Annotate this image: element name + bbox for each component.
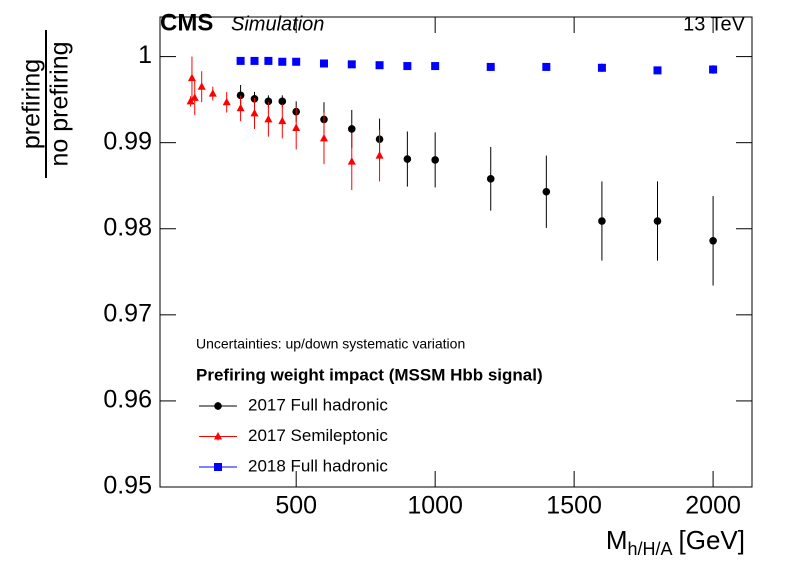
marker xyxy=(403,155,412,163)
marker xyxy=(186,96,195,105)
marker xyxy=(208,89,217,97)
marker xyxy=(375,151,384,159)
marker xyxy=(598,217,606,225)
subtitle: Simulation xyxy=(231,13,324,35)
y-tick-label: 0.98 xyxy=(103,213,152,241)
x-label: Mh/H/A [GeV] xyxy=(606,525,745,559)
x-label-main: M xyxy=(606,525,628,555)
y-label-numerator: prefiring xyxy=(18,59,46,149)
marker xyxy=(347,125,356,133)
marker xyxy=(597,63,606,72)
marker xyxy=(278,57,287,66)
marker xyxy=(319,59,328,68)
marker xyxy=(653,66,662,75)
x-tick-label: 2000 xyxy=(685,492,741,520)
legend-label: 2018 Full hadronic xyxy=(248,456,388,475)
marker xyxy=(264,56,273,65)
marker xyxy=(214,432,222,440)
annotation: Uncertainties: up/down systematic variat… xyxy=(196,336,465,352)
marker xyxy=(542,62,551,71)
marker xyxy=(187,73,196,82)
legend-title: Prefiring weight impact (MSSM Hbb signal… xyxy=(196,365,543,384)
marker xyxy=(250,56,259,65)
y-tick-label: 0.99 xyxy=(103,127,152,155)
marker xyxy=(542,187,551,196)
x-tick-label: 1500 xyxy=(546,492,602,520)
marker xyxy=(236,56,245,65)
marker xyxy=(486,175,495,183)
marker xyxy=(653,217,662,225)
marker xyxy=(486,62,495,71)
x-tick-label: 500 xyxy=(275,492,317,520)
marker xyxy=(264,114,273,123)
y-label-denominator: no prefiring xyxy=(46,41,74,166)
marker xyxy=(222,97,231,106)
marker xyxy=(278,97,287,106)
marker xyxy=(292,57,301,66)
y-tick-label: 0.95 xyxy=(103,472,152,500)
marker xyxy=(214,463,222,471)
marker xyxy=(250,108,259,117)
experiment-label: CMS xyxy=(160,9,213,36)
marker xyxy=(319,133,328,142)
marker xyxy=(190,93,199,101)
energy-label: 13 TeV xyxy=(683,13,746,35)
marker xyxy=(278,116,287,125)
y-label: prefiring no prefiring xyxy=(18,30,74,178)
x-tick-label: 1000 xyxy=(407,492,463,520)
x-label-unit: [GeV] xyxy=(679,525,745,555)
marker xyxy=(236,91,245,100)
marker xyxy=(236,103,245,112)
legend-label: 2017 Semileptonic xyxy=(248,426,388,445)
marker xyxy=(347,60,356,69)
marker xyxy=(264,97,273,106)
marker xyxy=(709,65,718,74)
marker xyxy=(431,62,440,71)
y-tick-label: 0.96 xyxy=(103,386,152,414)
legend-label: 2017 Full hadronic xyxy=(248,395,388,414)
marker xyxy=(375,61,384,70)
y-tick-label: 0.97 xyxy=(103,299,152,327)
plot-frame xyxy=(159,16,753,488)
marker xyxy=(214,402,222,410)
y-tick-label: 1 xyxy=(138,41,152,69)
marker xyxy=(403,62,412,71)
marker xyxy=(197,82,206,90)
x-label-sub: h/H/A xyxy=(627,539,672,559)
marker xyxy=(709,237,717,245)
marker xyxy=(292,123,301,132)
marker xyxy=(431,156,439,164)
marker xyxy=(347,157,356,165)
